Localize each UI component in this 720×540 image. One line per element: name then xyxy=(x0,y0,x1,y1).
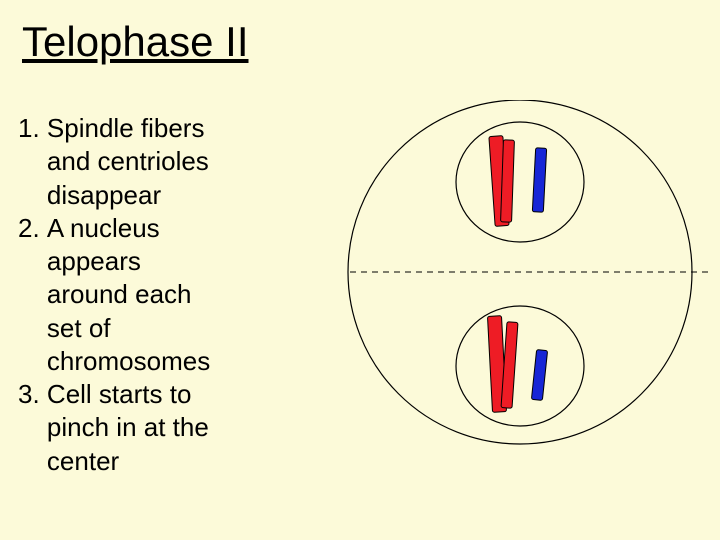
bullet-number: 2. xyxy=(18,212,47,245)
bullet-text: Cell starts to pinch in at the center xyxy=(47,378,318,478)
bullet-number: 1. xyxy=(18,112,47,145)
cell-diagram xyxy=(330,100,710,500)
top-chromosome-blue-2 xyxy=(532,148,546,212)
bullet-row: 2. A nucleus appears around each set of … xyxy=(18,212,318,378)
cell-diagram-svg xyxy=(330,100,710,500)
nucleus-top xyxy=(456,122,584,242)
bullet-text: Spindle fibers and centrioles disappear xyxy=(47,112,318,212)
nucleus-bottom xyxy=(456,306,584,426)
bullet-row: 1. Spindle fibers and centrioles disappe… xyxy=(18,112,318,212)
bottom-chromosome-blue-2 xyxy=(531,350,547,401)
top-chromosome-red-1 xyxy=(501,140,515,222)
bullet-number: 3. xyxy=(18,378,47,411)
page-title: Telophase II xyxy=(22,18,249,66)
bullet-list: 1. Spindle fibers and centrioles disappe… xyxy=(18,112,318,478)
bullet-text: A nucleus appears around each set of chr… xyxy=(47,212,318,378)
bullet-row: 3. Cell starts to pinch in at the center xyxy=(18,378,318,478)
bottom-chromosome-red-1 xyxy=(501,322,518,409)
